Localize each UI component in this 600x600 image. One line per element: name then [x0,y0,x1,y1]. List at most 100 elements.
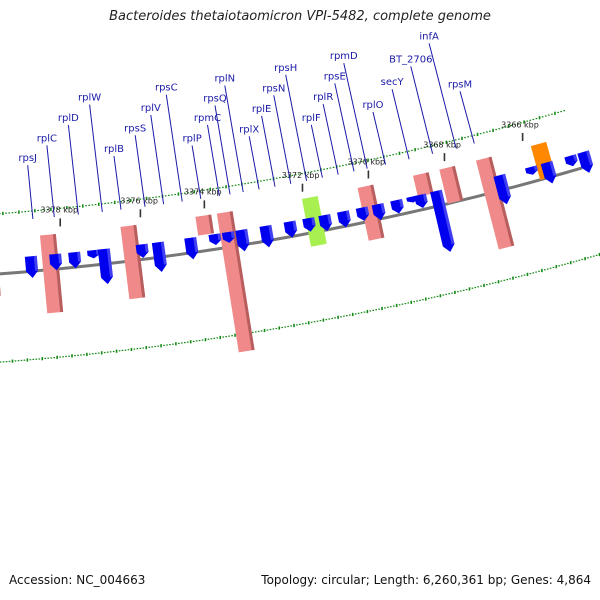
gc-dot [575,260,578,262]
gene-label-rplr[interactable]: rplR [313,92,339,175]
gc-dot [37,209,39,212]
gc-dot [411,149,413,152]
gene-label-rpsn[interactable]: rpsN [262,83,292,184]
feature-segment[interactable] [195,214,215,236]
gc-dot [471,287,474,289]
gc-dot [107,202,110,204]
gene-label-rpmc[interactable]: rpmC [194,113,221,197]
gc-dot [392,154,395,156]
gc-dot [386,155,388,157]
gene-label-secy[interactable]: secY [381,77,410,160]
gc-dot [526,120,528,122]
cds-arrow[interactable] [235,228,250,252]
gc-dot [301,172,303,175]
gene-label-rpld[interactable]: rplD [58,113,79,215]
gc-dot [329,167,332,169]
gc-dot [357,161,360,163]
gc-dot [186,341,189,343]
cds-arrow[interactable] [430,189,456,254]
feature-segment[interactable] [0,239,1,297]
feature-segment[interactable] [475,156,515,250]
gc-dot [32,358,35,361]
gene-label-rplb[interactable]: rplB [104,144,124,210]
gene-label-rpsq[interactable]: rpsQ [203,94,231,195]
gene-label-text: rpsH [274,63,297,74]
gene-label-rplc[interactable]: rplC [37,133,57,218]
gene-label-rplv[interactable]: rplV [141,103,165,205]
gene-label-rplx[interactable]: rplX [239,124,260,190]
cds-arrow[interactable] [577,150,595,174]
gc-dot [24,211,27,213]
cds-arrow[interactable] [24,255,39,279]
gene-label-bt_2706[interactable]: BT_2706 [389,54,434,154]
cds-arrow[interactable] [221,231,236,244]
feature-track [0,141,556,353]
cds-arrow[interactable] [151,241,168,273]
gc-dot [398,151,401,155]
cds-arrow[interactable] [337,210,352,228]
gc-dot [457,291,459,293]
feature-segment[interactable] [39,233,64,314]
cds-arrow[interactable] [259,224,275,249]
gene-label-rplf[interactable]: rplF [302,113,323,178]
cds-arrow[interactable] [414,193,429,209]
gene-label-rpln[interactable]: rplN [214,74,244,193]
gc-dot [66,206,68,210]
gc-dot [74,355,76,357]
gene-label-rpsh[interactable]: rpsH [274,63,308,181]
cds-arrow[interactable] [184,236,199,260]
cds-arrow[interactable] [371,202,387,221]
gene-label-rpse[interactable]: rpsE [324,71,355,172]
gc-dot [523,120,525,124]
feature-segment[interactable] [439,165,464,204]
gc-dot [354,162,357,164]
gc-dot [448,140,451,143]
gene-label-rpsj[interactable]: rpsJ [18,153,37,220]
feature-segment[interactable] [120,224,146,300]
gc-dot [59,356,61,358]
gc-dot [323,168,325,170]
gc-dot [44,357,47,360]
gene-label-infa[interactable]: infA [419,31,457,149]
gc-dot [334,317,336,319]
cds-arrow[interactable] [493,173,512,206]
gene-label-rpss[interactable]: rpsS [124,123,146,207]
gc-dot [325,318,328,321]
cds-arrow[interactable] [208,233,222,246]
gc-dot [250,182,253,184]
cds-arrow[interactable] [87,249,100,259]
genes-label: Genes: [510,573,553,587]
cds-arrow[interactable] [318,213,333,232]
cds-arrow[interactable] [135,243,150,259]
gene-label-rpmd[interactable]: rpmD [330,51,368,169]
gene-label-rplw[interactable]: rplW [78,93,103,212]
feature-segment[interactable] [216,211,255,353]
cds-arrow[interactable] [564,154,579,168]
gene-label-rpsm[interactable]: rpsM [448,79,475,144]
gc-dot [310,321,313,323]
cds-arrow[interactable] [540,160,558,185]
cds-arrow[interactable] [302,217,316,233]
gc-dot [420,147,423,149]
gene-label-rple[interactable]: rplE [252,104,276,187]
gc-dot [587,257,589,259]
gc-dot [416,300,418,302]
cds-arrow[interactable] [68,251,82,269]
gene-label-rpsc[interactable]: rpsC [155,83,183,202]
cds-arrow[interactable] [97,248,114,285]
gc-dot [407,302,410,304]
cds-arrow[interactable] [390,198,405,215]
cds-arrow[interactable] [355,206,371,222]
gc-dot [445,293,448,296]
cds-arrow[interactable] [283,220,299,239]
gene-label-rplo[interactable]: rplO [362,100,386,165]
feature-segment[interactable] [413,172,434,197]
cds-arrow[interactable] [525,165,539,176]
cds-arrow[interactable] [49,253,63,271]
gene-label-rplp[interactable]: rplP [182,134,202,199]
gc-dot [8,360,11,362]
gc-dot [71,354,73,358]
gc-dot [470,135,473,137]
